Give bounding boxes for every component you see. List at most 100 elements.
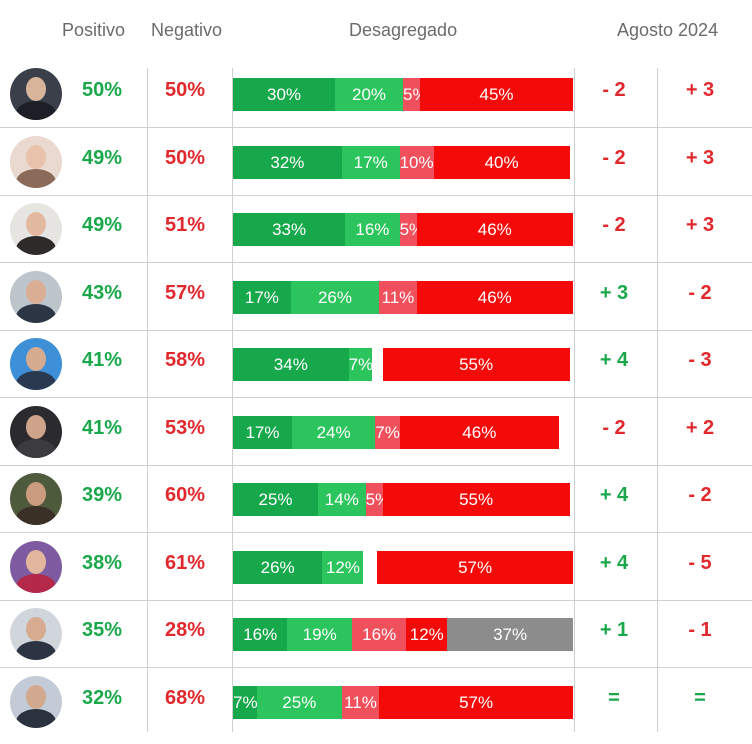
stacked-bar: 7%25%11%57%0% xyxy=(233,685,573,719)
change-positive: + 1 xyxy=(599,619,629,641)
row-divider xyxy=(0,667,752,668)
change-positive: - 2 xyxy=(602,79,626,101)
bar-segment-positive: 12% xyxy=(322,550,364,584)
bar-segment-fill xyxy=(569,145,573,179)
bar-segment-unknown: 4% xyxy=(559,415,573,449)
avatar-head xyxy=(26,279,46,304)
bar-segment-positive: 19% xyxy=(287,618,352,651)
change-negative: - 2 xyxy=(688,281,712,304)
positive-value: 41% xyxy=(82,416,123,439)
header-comparison: Agosto 2024 xyxy=(617,20,719,40)
positive-value: 39% xyxy=(82,484,123,506)
table-row: 41% 58% 34%7%3%55%1% + 4 - 3 xyxy=(0,331,752,398)
avatar-head xyxy=(26,212,46,236)
stacked-bar: 33%16%5%46%0% xyxy=(233,213,573,246)
change-positive: - 2 xyxy=(602,416,626,439)
avatar-body xyxy=(16,506,56,525)
bar-segment-positive: 24% xyxy=(291,415,376,449)
table-row: 43% 57% 17%26%11%46%0% + 3 - 2 xyxy=(0,264,752,331)
bar-segment-positive: 14% xyxy=(318,483,366,516)
bar-segment-positive: 17% xyxy=(341,145,400,179)
row-divider xyxy=(0,262,752,263)
stacked-bar: 30%20%5%45%0% xyxy=(233,78,573,111)
change-negative: = xyxy=(694,686,706,709)
stacked-bar: 26%12%4%57%0% xyxy=(233,550,573,584)
column-divider xyxy=(147,68,148,732)
avatar xyxy=(10,338,62,390)
avatar-body xyxy=(16,438,56,458)
bar-segment-very-positive: 32% xyxy=(233,145,342,179)
change-positive: = xyxy=(608,686,620,709)
bar-segment-unknown: 37% xyxy=(447,618,573,651)
bar-segment-very-negative: 46% xyxy=(416,213,573,246)
positive-value: 35% xyxy=(82,619,123,641)
change-negative: - 2 xyxy=(688,484,712,506)
avatar xyxy=(10,405,62,458)
table-row: 32% 68% 7%25%11%57%0% = = xyxy=(0,669,752,736)
bar-segment-very-positive: 17% xyxy=(233,415,292,449)
change-positive: + 3 xyxy=(599,281,629,304)
bar-segment-very-negative: 46% xyxy=(416,280,573,314)
bar-segment-positive: 7% xyxy=(348,348,373,381)
table-row: 38% 61% 26%12%4%57%0% + 4 - 5 xyxy=(0,534,752,601)
positive-value: 50% xyxy=(82,79,123,101)
change-negative: + 3 xyxy=(685,214,715,236)
bar-segment-unknown: 1% xyxy=(569,145,573,179)
avatar-body xyxy=(16,303,56,323)
row-divider xyxy=(0,194,752,196)
avatar-body xyxy=(16,236,56,255)
column-divider xyxy=(657,68,658,732)
negative-value: 53% xyxy=(165,416,206,439)
change-positive: + 4 xyxy=(599,551,629,574)
bar-segment-positive: 20% xyxy=(335,78,403,111)
table-row: 35% 28% 16% 19% 16% 12% 37% + 1- 1 xyxy=(0,601,752,668)
bar-segment-negative: 5% xyxy=(399,213,417,246)
bar-segment-very-negative: 46% xyxy=(399,415,560,449)
avatar xyxy=(10,675,62,728)
row-divider xyxy=(0,329,752,331)
bar-segment-very-negative: 40% xyxy=(433,145,570,179)
negative-value: 57% xyxy=(165,281,206,304)
avatar xyxy=(10,473,62,525)
avatar xyxy=(10,540,62,593)
avatar-body xyxy=(16,168,56,188)
bar-segment-positive: 26% xyxy=(290,280,380,314)
bar-segment-very-positive: 17% xyxy=(233,280,291,314)
bar-segment-negative: 16% xyxy=(352,618,407,651)
negative-value: 61% xyxy=(165,551,206,574)
table-row: 41% 53% 17%24%7%46%4% - 2 + 2 xyxy=(0,399,752,466)
negative-value: 50% xyxy=(165,146,206,169)
bar-segment-negative: 5% xyxy=(403,78,420,111)
table-row: 49% 51% 33%16%5%46%0% - 2 + 3 xyxy=(0,196,752,263)
avatar-body xyxy=(16,641,56,660)
header-negative: Negativo xyxy=(151,20,223,40)
bar-segment-very-positive: 33% xyxy=(233,213,346,246)
negative-value: 51% xyxy=(165,214,206,236)
avatar-body xyxy=(16,101,56,120)
change-negative: + 3 xyxy=(685,79,715,101)
bar-segment-very-positive: 25% xyxy=(233,483,318,516)
row-divider xyxy=(0,127,752,128)
change-positive: + 4 xyxy=(599,484,629,506)
table-row: 39% 60% 25%14%5%55%1% + 4 - 2 xyxy=(0,466,752,533)
bar-segment-very-positive: 30% xyxy=(233,78,335,111)
table-row: 49% 50% 32%17%10%40%1% - 2 + 3 xyxy=(0,129,752,196)
bar-segment-negative: 4% xyxy=(363,550,388,584)
avatar xyxy=(10,68,62,120)
row-divider xyxy=(0,532,752,533)
change-positive: + 4 xyxy=(599,349,629,371)
avatar-head xyxy=(26,77,46,101)
avatar-head xyxy=(26,549,46,574)
avatar xyxy=(10,135,62,188)
stacked-bar: 17%26%11%46%0% xyxy=(233,280,573,314)
avatar-head xyxy=(26,684,46,709)
bar-segment-fill xyxy=(569,483,573,516)
bar-segment-very-positive: 16% xyxy=(233,618,288,651)
change-negative: + 3 xyxy=(685,146,715,169)
negative-value: 28% xyxy=(165,619,206,641)
bar-segment-negative: 11% xyxy=(379,280,417,314)
header-breakdown: Desagregado xyxy=(349,20,458,40)
negative-value: 58% xyxy=(165,349,206,371)
stacked-bar: 16% 19% 16% 12% 37% xyxy=(233,618,573,651)
negative-value: 60% xyxy=(165,484,206,506)
